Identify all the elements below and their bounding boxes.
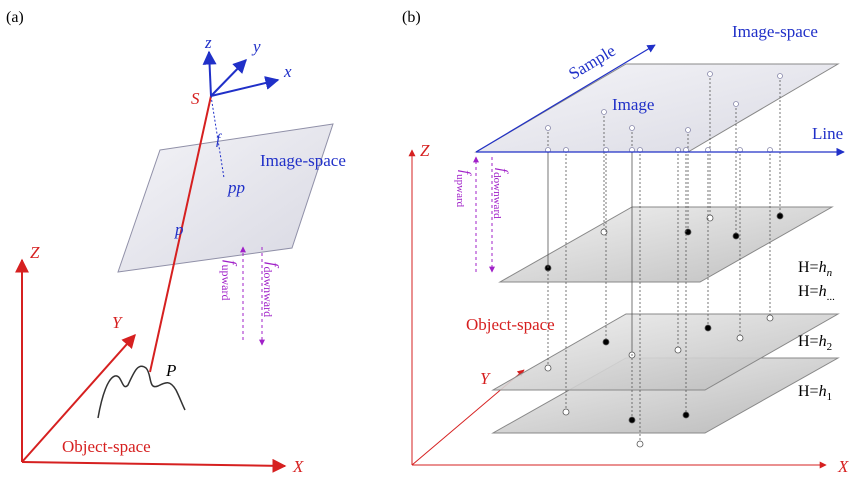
focal-line	[210, 95, 225, 179]
line-label: Line	[812, 124, 843, 143]
sample-axis	[475, 44, 656, 153]
image-dot	[733, 101, 739, 107]
axis-y-label: Y	[480, 369, 491, 388]
axis-y-label: Y	[112, 313, 123, 332]
ground-dot	[682, 411, 690, 419]
f-downward-label: fdownward	[261, 262, 281, 317]
cam-z	[202, 50, 217, 97]
image-plane	[117, 123, 334, 273]
image-dot	[629, 125, 635, 131]
cam-x-label: x	[283, 62, 292, 81]
axis-z-label: Z	[30, 243, 40, 262]
f-label: f	[216, 132, 222, 148]
image-dot	[545, 125, 551, 131]
ground-dot	[732, 232, 740, 240]
layer-plane	[498, 206, 834, 283]
layer-label: H=hn	[798, 259, 833, 279]
ground-dot	[704, 324, 712, 332]
axis-x	[21, 458, 287, 473]
image-label: Image	[612, 95, 654, 114]
ground-dot	[544, 364, 552, 372]
s-label: S	[191, 89, 200, 108]
ground-dot	[562, 408, 570, 416]
image-space-label: Image-space	[260, 151, 346, 170]
f-upward-label: fupward	[454, 170, 473, 208]
ground-point-label: P	[165, 361, 176, 380]
axis-x-label: X	[292, 457, 304, 476]
layer-plane	[491, 313, 840, 391]
object-space-label: Object-space	[62, 437, 151, 456]
ground-dot	[706, 214, 714, 222]
layer-label: H=h...	[798, 283, 835, 303]
ground-dot	[674, 346, 682, 354]
object-space-label: Object-space	[466, 315, 555, 334]
ground-dot	[776, 212, 784, 220]
image-space-label: Image-space	[732, 22, 818, 41]
terrain	[97, 365, 186, 419]
ground-dot	[636, 440, 644, 448]
image-dot	[777, 73, 783, 79]
image-dot	[707, 71, 713, 77]
ground-dot	[684, 228, 692, 236]
ground-dot	[736, 334, 744, 342]
layer-label: H=h2	[798, 333, 832, 353]
ray	[149, 95, 212, 373]
image-dot	[685, 127, 691, 133]
cam-x	[210, 76, 280, 97]
cam-y	[210, 58, 247, 97]
f-upward-label: fupward	[219, 260, 239, 300]
layers	[491, 206, 840, 434]
image-dot	[601, 109, 607, 115]
axis-x-label: X	[837, 457, 849, 476]
p-label: p	[174, 220, 184, 239]
pp-label: pp	[227, 178, 245, 197]
ground-dot	[766, 314, 774, 322]
layer-label: H=h1	[798, 383, 832, 403]
panel-label: (a)	[6, 9, 24, 26]
cam-z-label: z	[204, 33, 212, 52]
f-downward-label: fdownward	[491, 168, 510, 219]
ground-dot	[628, 416, 636, 424]
cam-y-label: y	[251, 37, 261, 56]
ground-dot	[600, 228, 608, 236]
axis-y	[21, 333, 136, 463]
ground-dot	[602, 338, 610, 346]
image-plane	[474, 63, 840, 153]
axis-z-label: Z	[420, 141, 430, 160]
panel-label: (b)	[402, 9, 421, 26]
